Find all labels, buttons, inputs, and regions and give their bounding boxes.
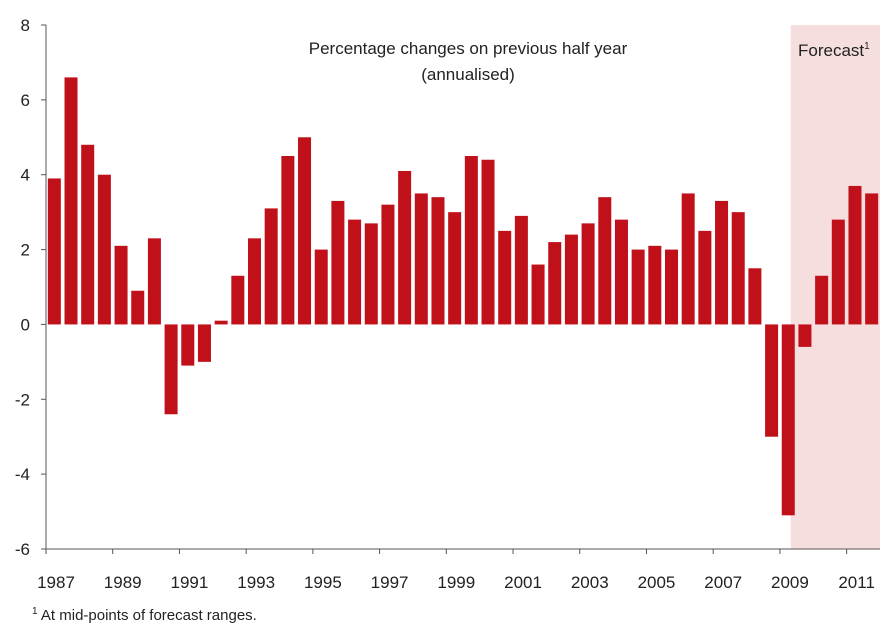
y-tick-label: 6 [21,91,30,110]
y-tick-label: 8 [21,16,30,35]
bar [298,137,312,325]
x-tick-label: 2001 [504,573,542,592]
bar [131,290,145,325]
y-tick-label: 0 [21,315,30,334]
bar [648,245,662,325]
bar [47,178,61,325]
labels: Percentage changes on previous half year… [309,39,870,84]
footnote-text: At mid-points of forecast ranges. [40,607,257,624]
bar [681,193,695,325]
bar [865,193,879,325]
bar [331,200,345,325]
bar [748,268,762,325]
bar [364,223,378,325]
bar [264,208,278,325]
x-tick-label: 1991 [171,573,209,592]
bar [164,324,178,415]
y-tick-label: -4 [15,465,30,484]
bar [231,275,245,325]
bar [414,193,428,325]
forecast-label-marker: 1 [864,41,870,52]
bar [798,324,812,347]
bar [398,170,412,325]
bar [197,324,211,362]
bar [114,245,128,325]
x-tick-label: 1993 [237,573,275,592]
x-tick-label: 1997 [371,573,409,592]
bar [831,219,845,325]
x-tick-label: 1989 [104,573,142,592]
x-tick-label: 1987 [37,573,75,592]
bar [97,174,111,325]
bar [514,215,528,325]
y-tick-label: 4 [21,166,30,185]
bar [247,238,262,325]
bar [564,234,578,325]
bar [781,324,795,516]
bar [698,230,712,325]
footnote-marker: 1 [32,606,38,617]
footnote: 1 At mid-points of forecast ranges. [32,606,257,624]
x-tick-label: 1999 [437,573,475,592]
y-tick-label: -2 [15,390,30,409]
bar [815,275,829,325]
x-tick-label: 1995 [304,573,342,592]
bar [314,249,328,325]
x-tick-label: 2003 [571,573,609,592]
bar [147,238,161,325]
bar [481,159,495,325]
bar [64,77,78,325]
bar [548,242,562,325]
forecast-label-text: Forecast [798,41,864,60]
bar [848,185,862,325]
bar [448,212,462,325]
bar [531,264,545,325]
bar [614,219,628,325]
bar [598,197,612,325]
chart-subtitle: (annualised) [421,65,515,84]
bar [715,200,729,325]
chart-title: Percentage changes on previous half year [309,39,628,58]
bar [348,219,362,325]
axes: -6 -4 -2 0 2 4 6 8 1987 1989 1991 1993 1995 1997 1999 2… [15,16,880,592]
bar [581,223,595,325]
x-tick-label: 2011 [838,573,875,592]
x-tick-label: 2005 [638,573,676,592]
bar [381,204,395,325]
bar [281,156,295,325]
bar [498,230,512,325]
forecast-label: Forecast1 [798,41,870,60]
bars [47,77,879,516]
bar [181,324,195,366]
x-tick-label: 2007 [704,573,742,592]
bar [664,249,679,325]
bar [631,249,645,325]
bar [765,324,779,437]
y-tick-label: 2 [21,241,30,260]
bar [431,197,445,325]
x-tick-label: 2009 [771,573,809,592]
bar [214,320,228,325]
bar [731,212,745,325]
bar [81,144,95,325]
y-tick-label: -6 [15,540,30,559]
bar [464,156,478,325]
